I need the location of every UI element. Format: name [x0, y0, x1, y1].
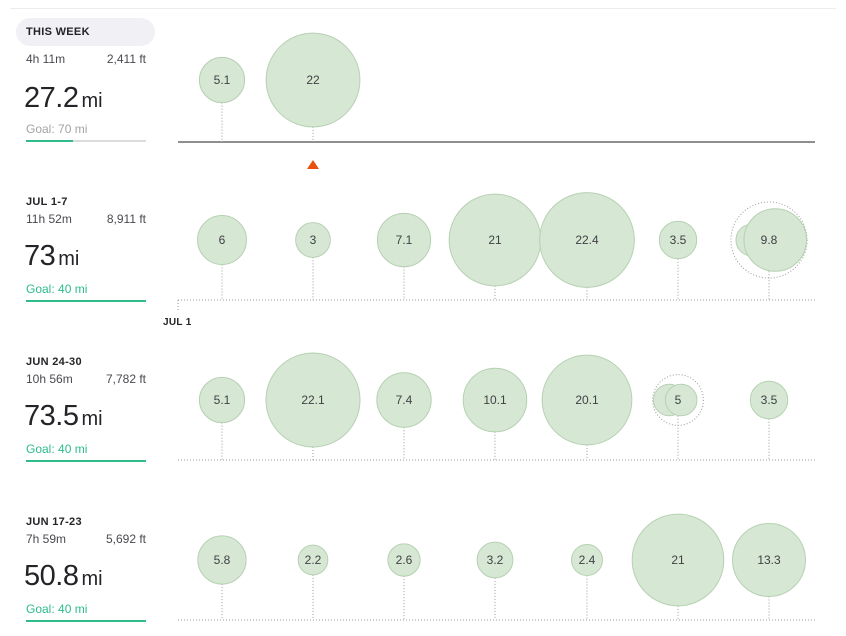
week-label: JUL 1-7 — [26, 196, 68, 208]
run-distance-label: 10.1 — [483, 393, 507, 407]
run-bubble — [295, 222, 331, 258]
run-distance-label: 5.8 — [214, 553, 231, 567]
week-elevation: 8,911 ft — [106, 212, 146, 226]
goal-progress-fill — [26, 300, 146, 302]
week-elevation: 2,411 ft — [106, 52, 146, 66]
week-label: JUN 17-23 — [26, 516, 82, 528]
goal-progress-fill — [26, 620, 146, 622]
week-row-1: 6 3 7.1 21 22.4 3.5 9.8 JUL 1 — [163, 192, 815, 328]
week-goal: Goal: 40 mi — [26, 442, 88, 456]
week-time: 11h 52m — [26, 212, 72, 226]
week-time: 4h 11m — [26, 52, 66, 66]
run-distance-label: 3.5 — [761, 393, 778, 407]
week-distance: 73.5 mi — [24, 400, 103, 433]
run-distance-label: 6 — [219, 233, 226, 247]
run-bubble — [658, 220, 698, 260]
run-bubble — [631, 513, 725, 607]
week-distance: 73 mi — [24, 240, 79, 273]
goal-progress-bar — [26, 620, 146, 622]
run-distance-label: 9.8 — [761, 233, 778, 247]
run-bubble — [197, 535, 247, 585]
week-distance-value: 50.8 — [24, 560, 79, 592]
run-distance-label: 3.2 — [487, 553, 504, 567]
run-distance-label: 20.1 — [575, 393, 599, 407]
week-elevation: 5,692 ft — [105, 532, 146, 546]
this-week-label: THIS WEEK — [26, 26, 90, 38]
week-row-2: 5.1 22.1 7.4 10.1 20.1 5 3.5 — [178, 352, 815, 461]
run-bubble — [462, 367, 528, 433]
week-distance-unit: mi — [58, 248, 80, 270]
run-bubble — [265, 32, 361, 128]
run-distance-label: 7.1 — [396, 233, 413, 247]
run-distance-label: 21 — [671, 553, 685, 567]
week-time: 10h 56m — [26, 372, 73, 386]
week-goal: Goal: 70 mi — [26, 122, 88, 136]
run-distance-label: 5 — [675, 393, 682, 407]
run-bubble — [732, 523, 806, 597]
run-bubble — [265, 352, 361, 448]
goal-progress-bar — [26, 140, 146, 142]
run-distance-label: 22 — [306, 73, 320, 87]
goal-progress-fill — [26, 460, 146, 462]
week-distance-value: 73 — [24, 240, 56, 272]
run-bubble — [539, 192, 635, 288]
run-bubble — [376, 372, 432, 428]
goal-progress-fill — [26, 140, 73, 142]
today-marker-icon — [307, 160, 319, 169]
run-bubble — [749, 380, 789, 420]
week-row-0: 5.1 22 — [178, 32, 815, 169]
week-label: JUN 24-30 — [26, 356, 82, 368]
week-distance: 50.8 mi — [24, 560, 103, 593]
run-bubble — [376, 212, 432, 268]
multi-run-ring — [730, 201, 808, 279]
week-distance-unit: mi — [81, 568, 103, 590]
week-distance: 27.2 mi — [24, 82, 103, 115]
week-row-3: 5.8 2.2 2.6 3.2 2.4 21 13.3 — [178, 513, 815, 621]
goal-progress-bar — [26, 300, 146, 302]
multi-run-ring — [652, 374, 704, 426]
run-distance-label: 22.1 — [301, 393, 325, 407]
week-distance-unit: mi — [81, 408, 103, 430]
run-bubble — [387, 543, 421, 577]
month-marker-label: JUL 1 — [163, 317, 192, 328]
week-elevation: 7,782 ft — [105, 372, 146, 386]
run-bubble — [198, 56, 246, 104]
week-distance-value: 73.5 — [24, 400, 79, 432]
goal-progress-bar — [26, 460, 146, 462]
run-distance-label: 2.2 — [305, 553, 322, 567]
run-bubble — [664, 383, 698, 417]
run-bubble — [476, 541, 514, 579]
week-goal: Goal: 40 mi — [26, 282, 88, 296]
week-distance-value: 27.2 — [24, 82, 79, 114]
run-distance-label: 3 — [310, 233, 317, 247]
run-distance-label: 2.4 — [579, 553, 596, 567]
run-distance-label: 5.1 — [214, 393, 231, 407]
week-time: 7h 59m — [26, 532, 67, 546]
week-distance-unit: mi — [81, 90, 103, 112]
week-goal: Goal: 40 mi — [26, 602, 88, 616]
run-distance-label: 22.4 — [575, 233, 599, 247]
run-bubble — [198, 376, 246, 424]
run-distance-label: 2.6 — [396, 553, 413, 567]
run-distance-label: 3.5 — [670, 233, 687, 247]
run-distance-label: 13.3 — [757, 553, 781, 567]
top-divider — [10, 8, 836, 9]
run-distance-label: 21 — [488, 233, 502, 247]
run-bubble — [197, 215, 247, 265]
run-bubble — [743, 208, 808, 272]
run-bubble — [541, 354, 633, 446]
run-distance-label: 5.1 — [214, 73, 231, 87]
run-bubble — [571, 544, 603, 576]
this-week-badge[interactable]: THIS WEEK — [16, 18, 155, 46]
run-distance-label: 7.4 — [396, 393, 413, 407]
run-bubble — [297, 544, 329, 576]
